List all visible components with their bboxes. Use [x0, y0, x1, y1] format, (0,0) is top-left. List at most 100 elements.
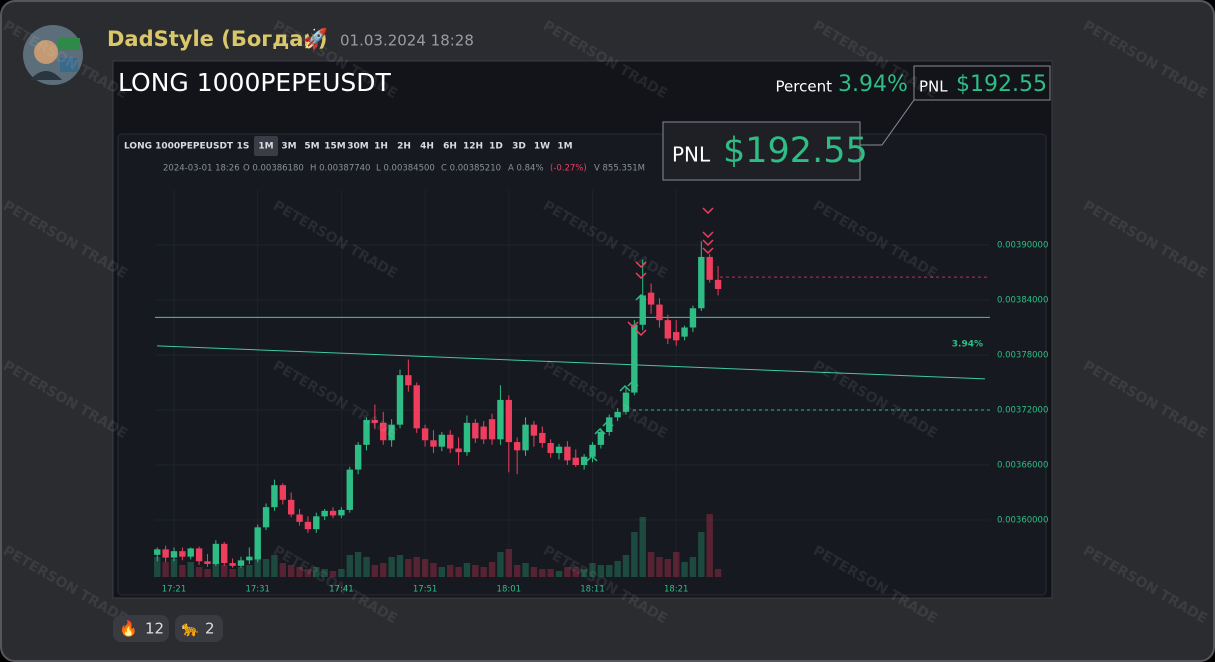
candle-body — [221, 543, 228, 564]
volume-bar — [714, 569, 722, 577]
active-interval-highlight — [254, 136, 278, 156]
interval-button[interactable]: 4H — [420, 142, 434, 152]
interval-button[interactable]: 1S — [237, 142, 250, 152]
volume-bar — [304, 569, 312, 577]
volume-bar — [346, 555, 353, 577]
interval-button[interactable]: 30M — [347, 142, 369, 152]
interval-button[interactable]: 1H — [374, 142, 388, 152]
author-name[interactable]: DadStyle (Богдан) — [107, 27, 327, 51]
candle-body — [363, 420, 370, 445]
interval-button[interactable]: 6H — [443, 142, 457, 152]
volume-bar — [254, 552, 261, 577]
percent-value: 3.94% — [838, 72, 908, 97]
candle-body — [313, 516, 320, 530]
volume-bar — [246, 565, 253, 577]
candle-body — [162, 549, 169, 558]
interval-button[interactable]: 2H — [397, 142, 411, 152]
volume-bar — [421, 559, 429, 577]
y-tick-label: 0.00384000 — [997, 296, 1048, 306]
interval-button[interactable]: 1W — [534, 142, 550, 152]
candle-body — [195, 548, 203, 562]
volume-bar — [279, 563, 287, 577]
volume-bar — [530, 567, 538, 577]
candle-body — [522, 424, 529, 451]
volume-bar — [271, 555, 278, 577]
interval-button[interactable]: 1M — [258, 142, 273, 152]
candle-body — [639, 295, 646, 325]
volume-bar — [614, 561, 621, 577]
volume-bar — [221, 565, 228, 577]
chart: LONG 1000PEPEUSDT 1S 1M 3M 5M 15M 30M 1H 2H 4H 6H 1… — [124, 142, 1048, 595]
y-tick-label: 0.00378000 — [997, 351, 1048, 361]
candle-body — [354, 444, 362, 470]
ohlc-info: V 855.351M — [594, 164, 645, 174]
candle-body — [547, 443, 554, 454]
y-tick-label: 0.00372000 — [997, 406, 1048, 416]
volume-bar — [522, 563, 529, 577]
candle-body — [664, 320, 672, 339]
candle-body — [488, 419, 496, 440]
candle-body — [572, 457, 579, 465]
interval-button[interactable]: 1M — [557, 142, 572, 152]
volume-bar — [187, 562, 194, 577]
volume-bar — [179, 565, 186, 577]
candle-body — [530, 424, 538, 436]
interval-button[interactable]: 5M — [304, 142, 319, 152]
card-title: LONG 1000PEPEUSDT — [118, 68, 392, 97]
volume-bar — [488, 562, 496, 577]
candle-body — [304, 521, 312, 530]
candle-body — [170, 551, 178, 558]
volume-bar — [405, 559, 412, 577]
candle-body — [380, 422, 387, 441]
candle-body — [396, 375, 404, 425]
volume-bar — [296, 567, 303, 577]
candle-body — [580, 456, 588, 465]
candle-body — [513, 442, 521, 451]
volume-bar — [229, 569, 236, 577]
candle-body — [472, 422, 479, 439]
candle-body — [606, 417, 613, 432]
timestamp: 01.03.2024 18:28 — [340, 32, 474, 50]
volume-bar — [547, 569, 554, 577]
volume-bar — [564, 567, 571, 577]
interval-button[interactable]: 15M — [324, 142, 346, 152]
callout-value: $192.55 — [723, 131, 868, 171]
x-tick-label: 17:41 — [329, 585, 354, 595]
volume-bar — [480, 567, 487, 577]
volume-bar — [647, 552, 655, 577]
interval-button[interactable]: 3D — [512, 142, 526, 152]
reaction[interactable]: 🐆 2 — [175, 615, 223, 642]
volume-bar — [656, 557, 663, 577]
volume-bar — [447, 565, 454, 577]
volume-bar — [371, 565, 379, 577]
volume-bar — [455, 567, 462, 577]
volume-bar — [555, 571, 563, 577]
percent-label: Percent — [776, 78, 833, 96]
candle-body — [539, 432, 546, 443]
candle-body — [413, 385, 420, 429]
interval-button[interactable]: 1D — [489, 142, 503, 152]
reaction[interactable]: 🔥 12 — [113, 615, 169, 642]
volume-bar — [681, 562, 688, 577]
y-tick-label: 0.00360000 — [997, 516, 1048, 526]
candle-body — [555, 446, 563, 454]
candle-body — [681, 327, 688, 337]
callout-connector — [860, 99, 915, 146]
volume-bar — [321, 569, 328, 577]
candle-body — [229, 563, 236, 566]
callout-label: PNL — [672, 143, 711, 167]
interval-button[interactable]: 3M — [281, 142, 296, 152]
candle-body — [631, 324, 638, 393]
interval-button[interactable]: 12H — [463, 142, 483, 152]
candle-body — [388, 424, 395, 441]
volume-bar — [572, 567, 579, 577]
pnl-label: PNL — [919, 78, 948, 96]
volume-bar — [237, 567, 245, 577]
candle-body — [438, 434, 446, 447]
volume-bar — [539, 569, 546, 577]
avatar[interactable] — [23, 25, 83, 85]
trade-image[interactable]: LONG 1000PEPEUSDT Percent 3.94% PNL $192… — [0, 18, 1210, 627]
candle-body — [262, 507, 270, 528]
candle-body — [706, 256, 713, 280]
candle-body — [154, 549, 161, 555]
